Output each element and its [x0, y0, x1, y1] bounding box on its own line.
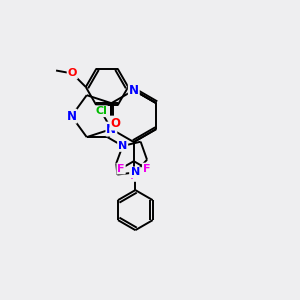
Text: N: N: [67, 110, 76, 123]
Text: N: N: [131, 167, 140, 177]
Text: O: O: [68, 68, 77, 79]
Text: F: F: [143, 164, 150, 173]
Text: N: N: [118, 141, 127, 151]
Text: Cl: Cl: [95, 106, 107, 116]
Text: N: N: [106, 123, 116, 136]
Text: O: O: [110, 117, 120, 130]
Text: N: N: [129, 84, 139, 97]
Text: F: F: [130, 171, 138, 181]
Text: F: F: [117, 164, 125, 173]
